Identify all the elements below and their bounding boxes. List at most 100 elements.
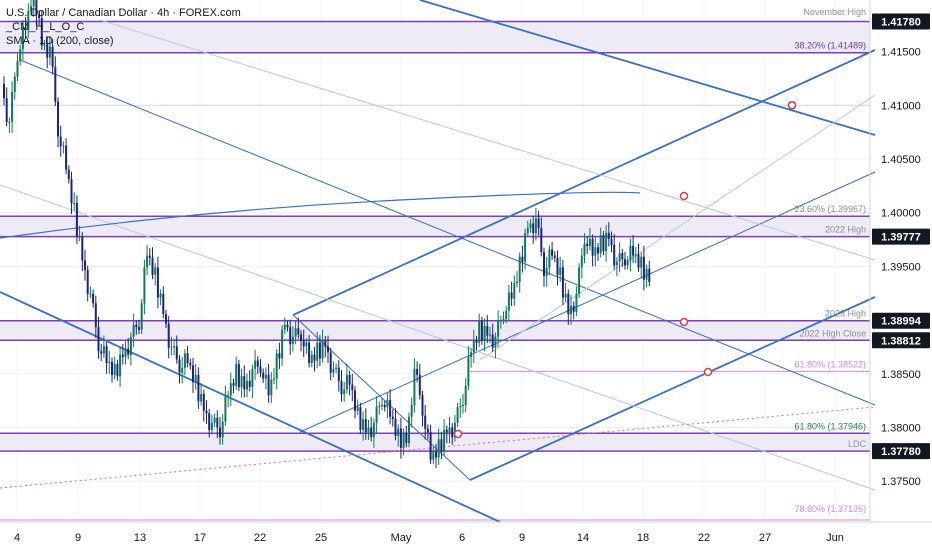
price-tag-label: 1.38994 [881, 316, 922, 328]
candle-body [426, 428, 429, 433]
candle-body [345, 374, 348, 390]
y-tick-label: 1.41500 [881, 47, 921, 59]
descending-parallel-light [0, 184, 876, 491]
candle-body [221, 421, 224, 438]
symbol-title[interactable]: U.S. Dollar / Canadian Dollar · 4h · FOR… [6, 7, 241, 19]
x-tick-label: Jun [826, 532, 844, 544]
candle-body [642, 256, 645, 280]
price-tag-label: 1.41780 [881, 16, 921, 28]
candle-body [175, 346, 178, 360]
candle-body [499, 320, 502, 322]
candle-body [629, 245, 632, 261]
candle-body [143, 267, 146, 304]
descending-parallel-light-2 [99, 19, 876, 261]
candle-body [151, 257, 154, 275]
candle-body [227, 395, 230, 397]
candle-body [8, 121, 11, 123]
candle-body [232, 383, 235, 386]
indicator-label-sma[interactable]: SMA · 1D (200, close) [6, 35, 114, 47]
candle-body [591, 238, 594, 256]
candle-body [556, 257, 559, 275]
candle-body [92, 293, 95, 304]
candle-body [189, 363, 192, 366]
zone-band [0, 216, 870, 237]
candle-body [335, 367, 338, 369]
candle-body [283, 324, 286, 330]
candle-body [529, 223, 532, 229]
candle-body [62, 145, 65, 147]
y-tick-label: 1.38000 [881, 422, 921, 434]
candle-body [645, 268, 648, 280]
candle-body [381, 404, 383, 406]
candle-body [181, 367, 184, 373]
candle-body [108, 361, 111, 364]
candle-body [410, 404, 413, 417]
price-axis[interactable]: 1.415001.410001.405001.400001.395001.390… [869, 0, 930, 522]
candle-body [100, 351, 103, 354]
candle-body [516, 281, 518, 284]
candle-body [445, 429, 448, 433]
candle-body [472, 340, 475, 353]
candle-body [194, 374, 197, 383]
candle-body [281, 329, 284, 359]
candle-body [578, 267, 581, 294]
zone-band [0, 320, 870, 341]
x-tick-label: 13 [134, 532, 146, 544]
candle-body [456, 407, 459, 423]
level-marker-circle [453, 429, 463, 439]
level-annotation: LDC [848, 439, 867, 449]
candle-body [505, 310, 508, 319]
candle-body [30, 6, 32, 11]
candle-body [421, 395, 424, 416]
x-tick-label: 27 [759, 532, 771, 544]
descending-channel-upper [419, 0, 876, 136]
indicator-label-hloc[interactable]: _CM_H_L_O_C [6, 21, 85, 33]
candle-body [316, 342, 319, 361]
y-tick-label: 1.37500 [881, 476, 921, 488]
candle-body [391, 416, 394, 420]
candle-body [67, 169, 70, 180]
candle-body [435, 451, 437, 458]
candle-body [567, 293, 570, 315]
candle-body [229, 383, 232, 396]
candle-body [210, 422, 213, 430]
candle-body [97, 327, 100, 352]
candle-body [318, 342, 321, 359]
level-annotation: 38.20% (1.41489) [794, 41, 866, 51]
candle-body [537, 218, 540, 229]
candle-body [270, 379, 273, 396]
x-tick-label: 22 [698, 532, 710, 544]
candle-body [524, 232, 527, 262]
x-tick-label: 17 [194, 532, 206, 544]
candle-body [308, 342, 311, 364]
candle-body [19, 49, 22, 62]
candle-body [478, 321, 481, 343]
level-marker-circle [787, 101, 797, 110]
candle-body [148, 255, 151, 258]
price-tag-label: 1.38812 [881, 335, 921, 347]
candle-body [583, 243, 586, 256]
candle-body [3, 83, 5, 99]
dotted-trend-line [0, 406, 876, 489]
candle-body [135, 324, 138, 328]
candle-body [340, 380, 343, 395]
candle-body [13, 76, 16, 93]
candle-body [494, 336, 497, 348]
candle-body [394, 419, 397, 436]
candle-body [362, 419, 365, 430]
candle-body [348, 374, 351, 385]
candle-body [154, 267, 157, 275]
candle-body [254, 360, 257, 369]
level-markers [453, 101, 797, 439]
candle-body [564, 293, 567, 298]
candle-body [156, 267, 159, 298]
candle-body [607, 232, 610, 239]
candle-body [532, 223, 535, 234]
x-tick-label: 9 [519, 532, 525, 544]
candle-body [486, 325, 489, 336]
candle-body [559, 267, 562, 275]
candle-body [497, 321, 500, 337]
candle-body [467, 356, 470, 386]
time-axis[interactable]: 4 9 13 17 22 25 May 6 9 14 18 22 27 Jun [0, 521, 932, 544]
